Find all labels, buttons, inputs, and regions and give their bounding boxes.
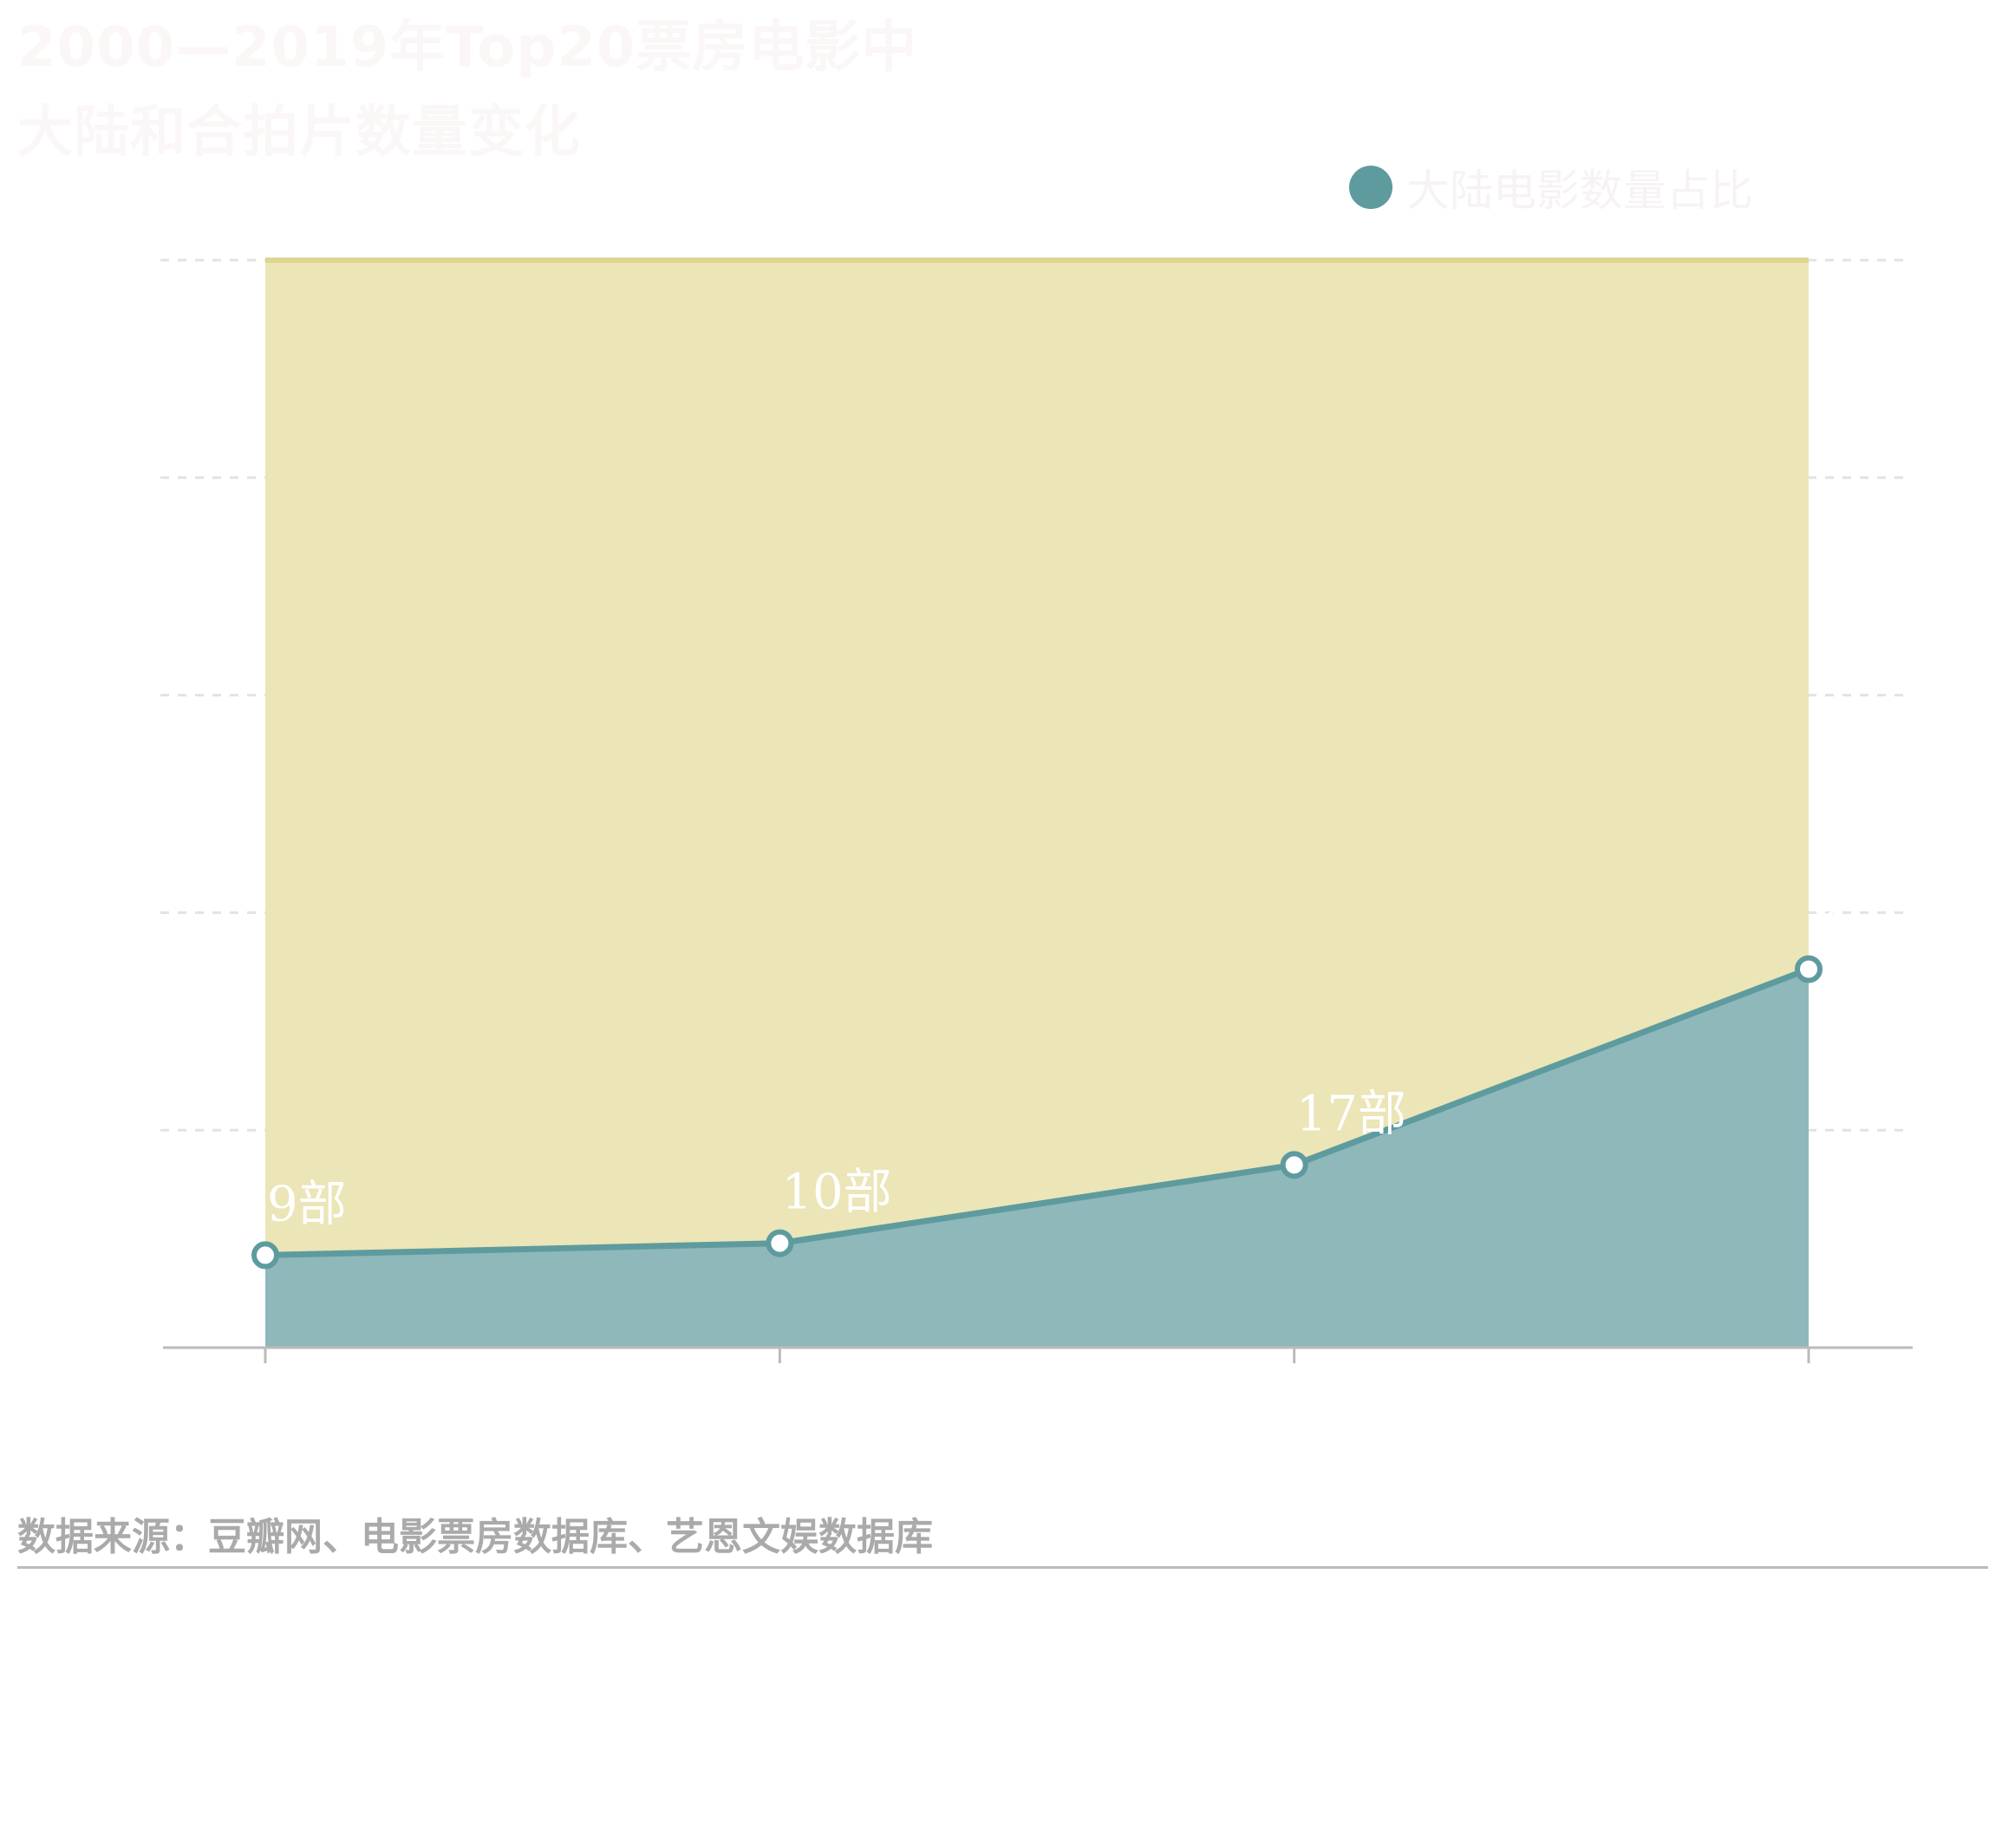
data-point [1280, 1151, 1308, 1179]
data-labels: 9部 10部 17部 3 [267, 891, 1842, 1233]
data-label: 9部 [267, 1176, 347, 1232]
chart-title: 2000—2019年Top20票房电影中 大陆和合拍片数量变化 [17, 5, 917, 175]
x-axis-ticks [264, 1348, 1810, 1363]
legend-label: 大陆电影数量占比 [1406, 166, 1753, 216]
source-divider [17, 1566, 1988, 1569]
series-line [264, 966, 1810, 1258]
data-label: 17部 [1296, 1086, 1406, 1142]
data-label: 3 [1810, 891, 1842, 947]
data-label: 10部 [781, 1165, 891, 1221]
data-points [251, 955, 1823, 1270]
chart-title-line-1: 2000—2019年Top20票房电影中 [17, 16, 918, 80]
source-note: 数据来源：豆瓣网、电影票房数据库、艺恩文娱数据库 [17, 1515, 933, 1559]
legend-swatch-icon [1349, 166, 1392, 209]
chart-title-line-2: 大陆和合拍片数量变化 [17, 101, 581, 165]
data-point [766, 1229, 794, 1257]
series-area [265, 969, 1809, 1348]
data-point [1795, 955, 1823, 983]
area-chart: 9部 10部 17部 3 [160, 258, 1913, 1363]
legend: 大陆电影数量占比 [1349, 156, 1753, 219]
data-point [251, 1241, 279, 1270]
